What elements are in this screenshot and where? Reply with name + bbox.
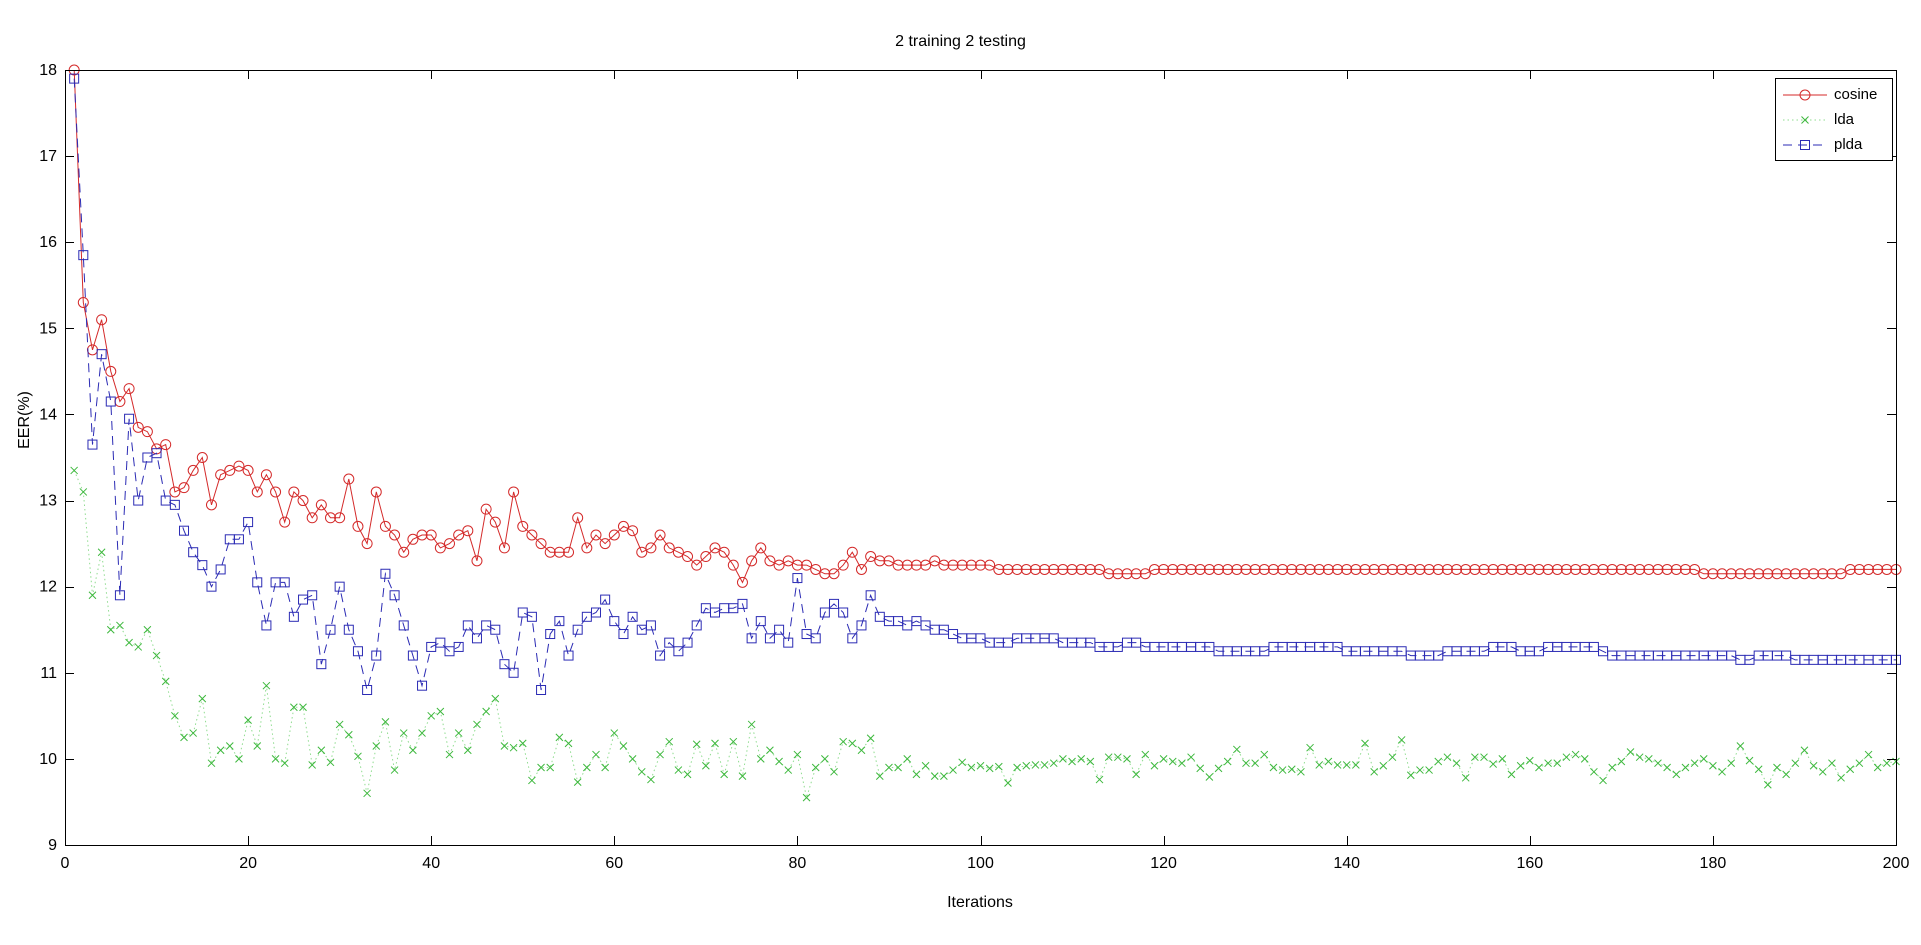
x-tick-label: 80: [789, 855, 807, 872]
legend-label-plda: plda: [1834, 136, 1863, 153]
y-tick-label: 13: [39, 493, 57, 510]
y-tick-label: 15: [39, 320, 57, 337]
x-tick-label: 180: [1700, 855, 1727, 872]
y-tick-label: 16: [39, 234, 57, 251]
y-tick-label: 10: [39, 751, 57, 768]
x-tick-label: 60: [605, 855, 623, 872]
legend-item-plda: plda: [1782, 137, 1886, 152]
axes-box: [65, 70, 1897, 846]
legend-swatch-plda: [1783, 139, 1827, 150]
x-tick-label: 160: [1516, 855, 1543, 872]
legend: cosine lda plda: [1775, 78, 1893, 161]
series-lda: [70, 466, 1900, 802]
y-tick-label: 18: [39, 62, 57, 79]
y-tick-label: 14: [39, 406, 57, 423]
legend-item-lda: lda: [1782, 112, 1886, 127]
series-cosine-markers: [68, 64, 1902, 588]
series-cosine: [68, 64, 1902, 588]
y-tick-label: 11: [40, 665, 57, 682]
x-tick-label: 20: [239, 855, 257, 872]
legend-swatch-lda: [1783, 115, 1827, 124]
series-lda-markers: [70, 466, 1900, 802]
legend-label-lda: lda: [1834, 111, 1855, 128]
y-axis-label: EER(%): [16, 391, 33, 449]
x-tick-label: 120: [1150, 855, 1177, 872]
legend-label-cosine: cosine: [1834, 86, 1878, 103]
legend-swatch-cosine: [1783, 89, 1827, 100]
x-tick-label: 200: [1883, 855, 1910, 872]
series-plda-markers: [69, 73, 1901, 695]
y-tick-label: 9: [48, 837, 57, 854]
y-tick-label: 17: [39, 148, 57, 165]
x-axis-label: Iterations: [947, 894, 1013, 911]
x-tick-label: 40: [422, 855, 440, 872]
tick-labels: 0 20 40 60 80 100 120 140 160 180 200 9 10 11 12 13 14 15…: [39, 62, 1909, 872]
x-tick-label: 0: [61, 855, 70, 872]
series-plda: [69, 73, 1901, 695]
legend-item-cosine: cosine: [1782, 87, 1886, 102]
y-tick-label: 12: [39, 579, 57, 596]
chart-title: 2 training 2 testing: [895, 33, 1026, 50]
x-tick-label: 140: [1333, 855, 1360, 872]
x-tick-label: 100: [967, 855, 994, 872]
